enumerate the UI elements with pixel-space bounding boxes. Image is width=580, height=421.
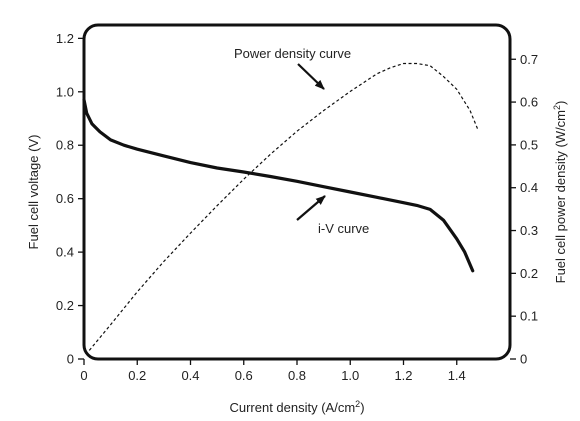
x-tick-label: 1.2 bbox=[394, 368, 412, 383]
left-tick-label: 0 bbox=[67, 352, 74, 367]
left-tick-label: 0.8 bbox=[56, 138, 74, 153]
right-tick-label: 0.3 bbox=[520, 223, 538, 238]
left-tick-label: 0.2 bbox=[56, 298, 74, 313]
power-curve-arrow bbox=[297, 63, 325, 90]
right-tick-label: 0.6 bbox=[520, 95, 538, 110]
right-axis-ticks: 0 0.1 0.2 0.3 0.4 0.5 0.6 0.7 bbox=[510, 52, 538, 367]
right-axis-title: Fuel cell power density (W/cm2) bbox=[552, 101, 568, 284]
x-tick-label: 0.4 bbox=[181, 368, 199, 383]
right-tick-label: 0.5 bbox=[520, 137, 538, 152]
power-density-curve-line bbox=[88, 62, 479, 351]
iv-curve-line bbox=[82, 98, 475, 273]
right-tick-label: 0.7 bbox=[520, 52, 538, 67]
left-tick-label: 1.0 bbox=[56, 84, 74, 99]
left-tick-label: 1.2 bbox=[56, 31, 74, 46]
left-axis-ticks: 0 0.2 0.4 0.6 0.8 1.0 1.2 bbox=[56, 31, 84, 367]
right-tick-label: 0.4 bbox=[520, 180, 538, 195]
power-curve-annotation: Power density curve bbox=[234, 46, 351, 61]
x-tick-label: 1.4 bbox=[448, 368, 466, 383]
x-tick-label: 0.6 bbox=[235, 368, 253, 383]
left-tick-label: 0.4 bbox=[56, 245, 74, 260]
iv-curve-annotation: i-V curve bbox=[318, 221, 369, 236]
x-tick-label: 0.2 bbox=[128, 368, 146, 383]
x-tick-label: 1.0 bbox=[341, 368, 359, 383]
x-tick-label: 0 bbox=[80, 368, 87, 383]
x-tick-label: 0.8 bbox=[288, 368, 306, 383]
right-tick-label: 0.2 bbox=[520, 266, 538, 281]
x-axis-ticks: 0 0.2 0.4 0.6 0.8 1.0 1.2 1.4 bbox=[80, 359, 466, 383]
x-axis-title: Current density (A/cm2) bbox=[229, 399, 364, 415]
right-tick-label: 0.1 bbox=[520, 309, 538, 324]
left-tick-label: 0.6 bbox=[56, 191, 74, 206]
left-axis-title: Fuel cell voltage (V) bbox=[26, 135, 41, 250]
iv-curve-arrow bbox=[296, 195, 326, 221]
plot-frame bbox=[82, 23, 512, 361]
right-tick-label: 0 bbox=[520, 352, 527, 367]
